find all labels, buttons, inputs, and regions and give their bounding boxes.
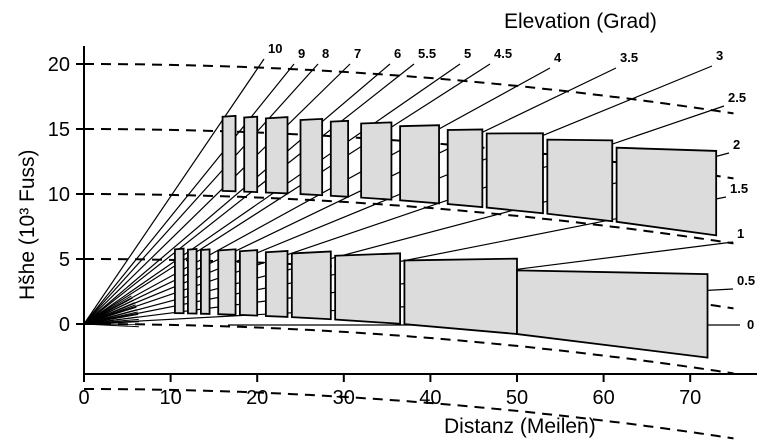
height-curve [84, 63, 734, 115]
elevation-ray [83, 67, 617, 325]
y-axis-label: Hšhe (10³ Fuss) [16, 149, 39, 300]
x-tick-label: 30 [333, 387, 355, 409]
elevation-label: 0 [747, 317, 754, 332]
elevation-label: 4 [554, 50, 562, 65]
beam-cell [187, 248, 198, 315]
beam-cell [264, 250, 289, 318]
beam-cell [485, 132, 544, 215]
near-field-ray [83, 295, 132, 325]
y-tick-label: 0 [59, 314, 70, 336]
beam-cell [615, 146, 718, 237]
elevation-ray [83, 63, 351, 325]
beam-cell [334, 252, 401, 325]
beam-cells [174, 114, 718, 359]
elevation-labels: 10 9 8 7 6 5.5 5 4.5 4 3.5 3 2.5 2 1.5 1 0.5 0 [268, 41, 755, 332]
elevation-label: 7 [354, 46, 361, 61]
x-tick-label: 20 [246, 387, 268, 409]
y-tick-label: 20 [48, 54, 70, 76]
x-tick-label: 60 [592, 387, 614, 409]
beam-cell [217, 248, 237, 316]
elevation-ray [83, 63, 461, 325]
beam-cell [299, 117, 324, 197]
x-axis-label: Distanz (Meilen) [444, 415, 596, 438]
elevation-ray [83, 63, 415, 325]
beam-cell [546, 138, 614, 223]
beam-cell [243, 115, 259, 194]
y-tick-label: 10 [48, 184, 70, 206]
beam-cell [200, 248, 211, 315]
beam-cell [264, 116, 289, 195]
elevation-label: 8 [322, 46, 329, 61]
y-tick-label: 15 [48, 119, 70, 141]
y-tick-label: 5 [59, 249, 70, 271]
beam-cell [516, 269, 709, 359]
axes [83, 46, 757, 375]
elevation-label: 2.5 [728, 90, 746, 105]
x-tick-label: 40 [419, 387, 441, 409]
elevation-label: 2 [733, 137, 740, 152]
beam-cell [399, 124, 440, 205]
x-tick-label: 70 [679, 387, 701, 409]
elevation-label: 5 [464, 46, 471, 61]
beam-cell [238, 249, 259, 317]
beam-cell [403, 257, 518, 336]
height-curve [84, 388, 734, 440]
elevation-label: 3.5 [620, 50, 638, 65]
elevation-label: 0.5 [737, 273, 755, 288]
elevation-ray [83, 63, 295, 325]
elevation-ray [83, 63, 391, 325]
elevation-label: 1 [737, 226, 744, 241]
x-tick-label: 10 [159, 387, 181, 409]
elevation-label: 1.5 [730, 181, 748, 196]
height-curve [84, 323, 734, 375]
elevation-label: 6 [394, 46, 401, 61]
elevation-label: 3 [716, 48, 723, 63]
x-tick-label: 0 [78, 387, 89, 409]
height-curve [84, 193, 734, 245]
beam-cell [446, 128, 484, 209]
beam-cell [174, 247, 185, 315]
beam-cell [290, 250, 332, 321]
elevation-ray [83, 58, 265, 325]
y-ticks: 0 5 10 15 20 [48, 54, 84, 336]
elevation-label: 9 [298, 46, 305, 61]
elevation-label: 4.5 [494, 46, 512, 61]
beam-cell [221, 114, 237, 193]
beam-cell [360, 121, 393, 201]
x-ticks: 0 10 20 30 40 50 60 70 [78, 374, 701, 409]
elevation-label: 5.5 [418, 46, 436, 61]
x-tick-label: 50 [506, 387, 528, 409]
diagram-title: Elevation (Grad) [504, 10, 657, 33]
beam-cell [329, 119, 350, 198]
elevation-ray [83, 63, 319, 325]
elevation-label: 10 [268, 41, 282, 56]
elevation-ray [83, 67, 551, 325]
